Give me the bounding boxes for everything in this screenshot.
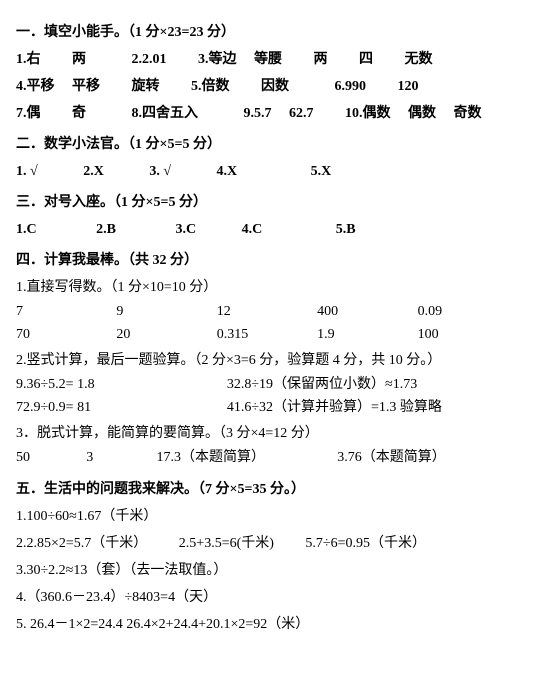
cell: 41.6÷32（计算并验算）=1.3 验算略 xyxy=(227,396,518,419)
table-row: 50 3 17.3（本题简算） 3.76（本题简算） xyxy=(16,446,518,469)
table-row: 7 9 12 400 0.09 xyxy=(16,300,518,323)
txt: 5.7÷6=0.95（千米） xyxy=(305,536,426,551)
s1-line1: 1.右 两 2.2.01 3.等边 等腰 两 四 无数 xyxy=(16,49,518,70)
txt: 3. √ xyxy=(149,164,171,179)
txt: 9.5.7 xyxy=(244,106,272,121)
cell: 72.9÷0.9= 81 xyxy=(16,396,227,419)
txt: 2.5+3.5=6(千米) xyxy=(179,536,274,551)
txt: 4.C xyxy=(242,222,263,237)
txt: 5.B xyxy=(336,222,356,237)
txt: 6.990 xyxy=(335,79,367,94)
cell: 50 xyxy=(16,446,86,469)
cell: 0.315 xyxy=(217,323,317,346)
s4-p2-title: 2.竖式计算，最后一题验算。（2 分×3=6 分，验算题 4 分，共 10 分。… xyxy=(16,350,518,371)
txt: 5.X xyxy=(311,164,332,179)
table-row: 70 20 0.315 1.9 100 xyxy=(16,323,518,346)
section-4-title: 四．计算我最棒。（共 32 分） xyxy=(16,250,518,271)
txt: 平移 xyxy=(72,79,100,94)
txt: 120 xyxy=(398,79,419,94)
txt: 3.C xyxy=(175,222,196,237)
s5-l3: 3.30÷2.2≈13（套）（去一法取值。） xyxy=(16,560,518,581)
txt: 等腰 xyxy=(254,52,282,67)
txt: 偶数 xyxy=(408,106,436,121)
txt: 10.偶数 xyxy=(345,106,391,121)
s4-p2-table: 9.36÷5.2= 1.8 32.8÷19（保留两位小数）≈1.73 72.9÷… xyxy=(16,373,518,419)
cell: 100 xyxy=(418,323,518,346)
txt: 62.7 xyxy=(289,106,314,121)
table-row: 9.36÷5.2= 1.8 32.8÷19（保留两位小数）≈1.73 xyxy=(16,373,518,396)
s5-l4: 4.（360.6－23.4）÷8403=4（天） xyxy=(16,587,518,608)
cell: 7 xyxy=(16,300,116,323)
s4-p3-title: 3．脱式计算，能简算的要简算。（3 分×4=12 分） xyxy=(16,423,518,444)
cell: 1.9 xyxy=(317,323,417,346)
table-row: 72.9÷0.9= 81 41.6÷32（计算并验算）=1.3 验算略 xyxy=(16,396,518,419)
s3-answers: 1.C 2.B 3.C 4.C 5.B xyxy=(16,219,518,240)
section-3-title: 三．对号入座。（1 分×5=5 分） xyxy=(16,192,518,213)
cell: 20 xyxy=(116,323,216,346)
cell: 400 xyxy=(317,300,417,323)
txt: 7.偶 xyxy=(16,106,41,121)
cell: 70 xyxy=(16,323,116,346)
s4-p1-table: 7 9 12 400 0.09 70 20 0.315 1.9 100 xyxy=(16,300,518,346)
s4-p3-table: 50 3 17.3（本题简算） 3.76（本题简算） xyxy=(16,446,518,469)
s2-answers: 1. √ 2.X 3. √ 4.X 5.X xyxy=(16,161,518,182)
s5-l5: 5. 26.4－1×2=24.4 26.4×2+24.4+20.1×2=92（米… xyxy=(16,614,518,635)
txt: 奇数 xyxy=(454,106,482,121)
txt: 4.X xyxy=(217,164,238,179)
txt: 因数 xyxy=(261,79,289,94)
section-1-title: 一．填空小能手。（1 分×23=23 分） xyxy=(16,22,518,43)
txt: 3.等边 xyxy=(198,52,237,67)
s1-line2: 4.平移 平移 旋转 5.倍数 因数 6.990 120 xyxy=(16,76,518,97)
cell: 17.3（本题简算） xyxy=(157,446,338,469)
txt: 无数 xyxy=(405,52,433,67)
txt: 旋转 xyxy=(132,79,160,94)
txt: 1.右 xyxy=(16,52,41,67)
cell: 9.36÷5.2= 1.8 xyxy=(16,373,227,396)
txt: 两 xyxy=(314,52,328,67)
txt: 四 xyxy=(359,52,373,67)
cell: 0.09 xyxy=(418,300,518,323)
txt: 奇 xyxy=(72,106,86,121)
txt: 2.2.01 xyxy=(132,52,167,67)
cell: 3 xyxy=(86,446,156,469)
cell: 32.8÷19（保留两位小数）≈1.73 xyxy=(227,373,518,396)
s5-l1: 1.100÷60≈1.67（千米） xyxy=(16,506,518,527)
txt: 2.2.85×2=5.7（千米） xyxy=(16,536,147,551)
txt: 两 xyxy=(72,52,86,67)
txt: 2.X xyxy=(83,164,104,179)
txt: 5.倍数 xyxy=(191,79,230,94)
section-2-title: 二．数学小法官。（1 分×5=5 分） xyxy=(16,134,518,155)
txt: 4.平移 xyxy=(16,79,55,94)
cell: 3.76（本题简算） xyxy=(337,446,518,469)
txt: 1.C xyxy=(16,222,37,237)
s5-l2: 2.2.85×2=5.7（千米） 2.5+3.5=6(千米) 5.7÷6=0.9… xyxy=(16,533,518,554)
s4-p1-title: 1.直接写得数。（1 分×10=10 分） xyxy=(16,277,518,298)
txt: 2.B xyxy=(96,222,116,237)
s1-line3: 7.偶 奇 8.四舍五入 9.5.7 62.7 10.偶数 偶数 奇数 xyxy=(16,103,518,124)
section-5-title: 五．生活中的问题我来解决。（7 分×5=35 分。） xyxy=(16,479,518,500)
cell: 9 xyxy=(116,300,216,323)
cell: 12 xyxy=(217,300,317,323)
txt: 8.四舍五入 xyxy=(132,106,199,121)
txt: 1. √ xyxy=(16,164,38,179)
